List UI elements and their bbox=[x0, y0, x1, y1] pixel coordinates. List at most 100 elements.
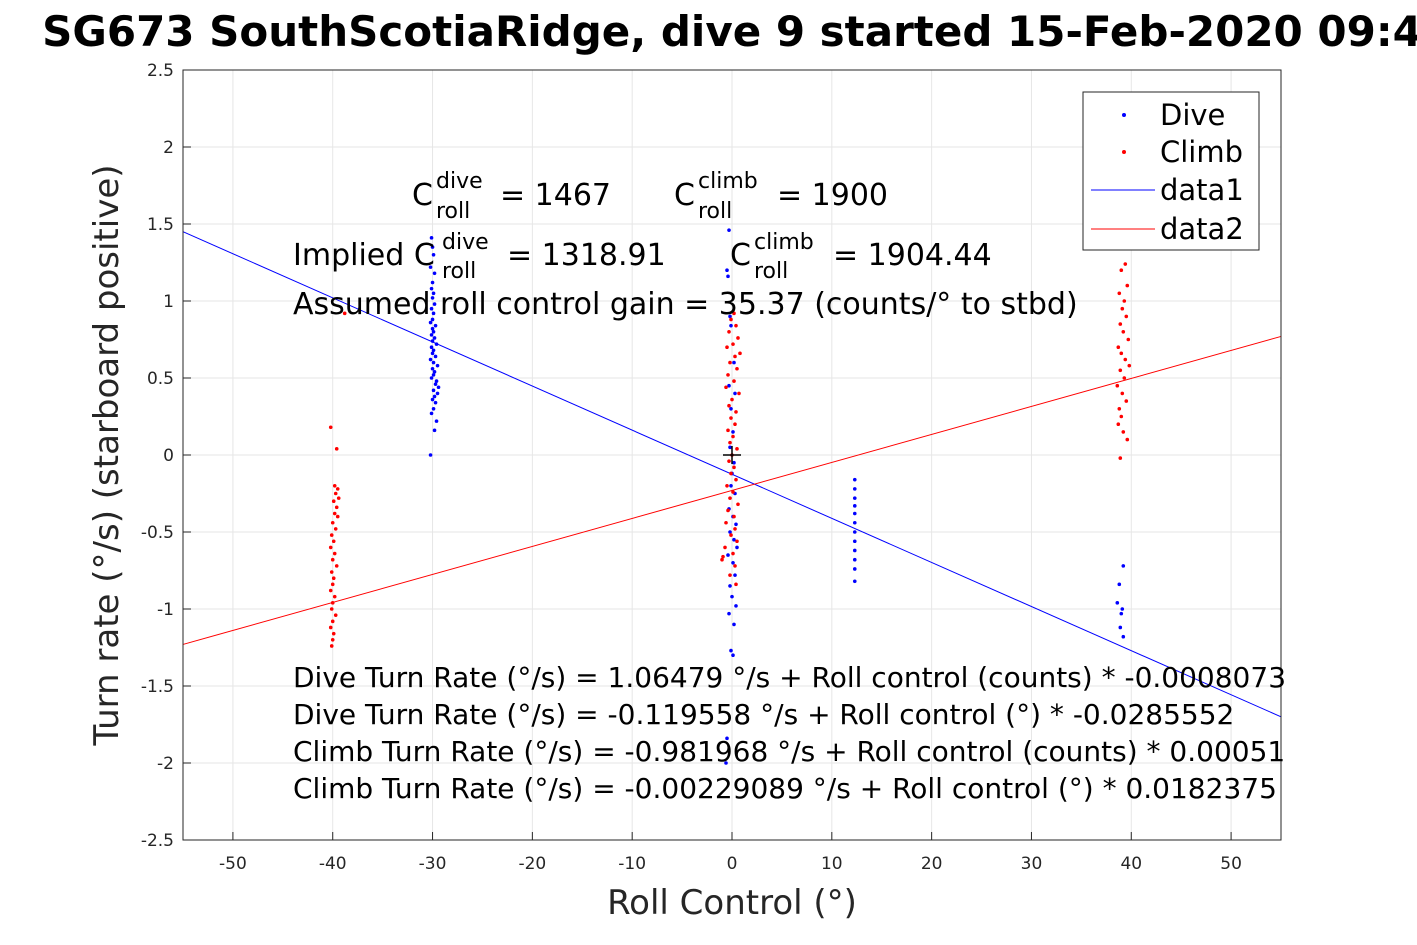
dive-point bbox=[728, 445, 732, 450]
climb-point bbox=[737, 391, 741, 396]
dive-point bbox=[433, 400, 438, 405]
dive-point bbox=[431, 330, 436, 334]
climb-point bbox=[734, 477, 738, 482]
climb-point bbox=[736, 336, 740, 340]
climb-point bbox=[329, 607, 334, 611]
y-ticks: 2.5 2 1.5 1 0.5 0 -0.5 -1 -1.5 -2 -2.5 bbox=[141, 61, 191, 851]
annotation-c-climb-sub: roll bbox=[698, 199, 732, 224]
climb-point bbox=[732, 379, 736, 383]
climb-point bbox=[1125, 283, 1130, 288]
climb-point bbox=[727, 459, 731, 463]
dive-point bbox=[431, 348, 436, 353]
climb-point bbox=[727, 330, 731, 334]
x-tick-label: 50 bbox=[1220, 854, 1242, 874]
dive-point bbox=[729, 648, 733, 653]
x-tick-label: -30 bbox=[419, 854, 447, 874]
dive-point bbox=[431, 388, 436, 393]
dive-point bbox=[429, 306, 434, 311]
annotation-implied-climb-value: = 1904.44 bbox=[833, 238, 992, 273]
legend-climb-label: Climb bbox=[1160, 135, 1243, 169]
climb-point bbox=[732, 465, 736, 470]
dive-point bbox=[852, 520, 857, 525]
dive-point bbox=[430, 280, 435, 285]
dive-point bbox=[434, 342, 439, 346]
dive-point bbox=[431, 311, 436, 316]
dive-point bbox=[728, 314, 732, 319]
climb-point bbox=[1117, 407, 1122, 411]
dive-point bbox=[431, 360, 436, 365]
annotation-implied-dive-value: = 1318.91 bbox=[507, 238, 666, 273]
dive-point bbox=[429, 286, 434, 291]
climb-point bbox=[1119, 268, 1124, 273]
x-tick-label: 10 bbox=[821, 854, 843, 874]
climb-point bbox=[328, 588, 333, 593]
climb-point bbox=[332, 551, 337, 556]
dive-point bbox=[430, 339, 435, 343]
y-tick-label: 1 bbox=[163, 292, 174, 312]
climb-point bbox=[731, 490, 735, 494]
legend-data2-label: data2 bbox=[1160, 212, 1244, 246]
climb-point bbox=[720, 557, 724, 562]
chart-title: SG673 SouthScotiaRidge, dive 9 started 1… bbox=[42, 7, 1417, 56]
dive-point bbox=[432, 302, 437, 306]
x-tick-label: -50 bbox=[219, 854, 247, 874]
dive-point bbox=[732, 537, 736, 542]
climb-point bbox=[728, 573, 732, 577]
climb-point bbox=[331, 576, 336, 580]
dive-point bbox=[852, 579, 857, 584]
dive-point bbox=[428, 453, 433, 457]
dive-point bbox=[730, 594, 734, 599]
climb-point bbox=[1123, 357, 1128, 362]
climb-point bbox=[723, 545, 727, 550]
climb-point bbox=[1125, 437, 1130, 442]
dive-point bbox=[732, 360, 736, 365]
climb-point bbox=[1116, 422, 1121, 427]
annotation-c-dive: C bbox=[412, 178, 433, 213]
climb-point bbox=[1120, 306, 1125, 311]
climb-point bbox=[733, 422, 737, 427]
annotation-implied-climb: C bbox=[730, 238, 751, 273]
dive-point bbox=[852, 477, 857, 482]
climb-point bbox=[330, 557, 335, 562]
dive-point bbox=[725, 268, 729, 273]
y-tick-label: -0.5 bbox=[141, 523, 174, 543]
dive-point bbox=[429, 236, 434, 240]
climb-point bbox=[729, 533, 733, 537]
climb-point bbox=[1124, 314, 1129, 319]
dive-point bbox=[1119, 611, 1124, 616]
annotation-implied-dive-sup: dive bbox=[442, 230, 489, 255]
climb-point bbox=[735, 366, 739, 371]
dive-point bbox=[429, 376, 434, 380]
dive-point bbox=[430, 326, 435, 331]
climb-point bbox=[728, 496, 732, 500]
data-points bbox=[328, 228, 1132, 765]
dive-point bbox=[432, 336, 437, 340]
climb-point bbox=[733, 527, 737, 531]
x-axis-label: Roll Control (°) bbox=[607, 883, 857, 923]
climb-point bbox=[328, 625, 333, 630]
climb-point bbox=[735, 447, 739, 451]
climb-point bbox=[1120, 391, 1125, 396]
climb-point bbox=[728, 360, 732, 365]
annotation-c-dive-sup: dive bbox=[436, 169, 483, 194]
climb-point bbox=[1119, 351, 1124, 356]
dive-point bbox=[1121, 564, 1126, 568]
dive-point bbox=[724, 761, 728, 765]
climb-point bbox=[724, 385, 728, 390]
climb-point bbox=[1121, 330, 1126, 334]
dive-point bbox=[1115, 601, 1120, 605]
dive-point bbox=[731, 561, 735, 565]
dive-point bbox=[436, 385, 441, 390]
dive-point bbox=[731, 653, 735, 657]
climb-point bbox=[731, 551, 735, 556]
climb-point bbox=[1124, 399, 1129, 403]
y-tick-label: -1 bbox=[157, 600, 174, 620]
climb-point bbox=[331, 631, 336, 636]
annotation-c-dive-value: = 1467 bbox=[500, 178, 611, 213]
climb-point bbox=[342, 311, 347, 316]
climb-point bbox=[738, 351, 742, 356]
dive-point bbox=[432, 394, 437, 399]
dive-point bbox=[1120, 607, 1125, 611]
climb-point bbox=[330, 520, 335, 525]
